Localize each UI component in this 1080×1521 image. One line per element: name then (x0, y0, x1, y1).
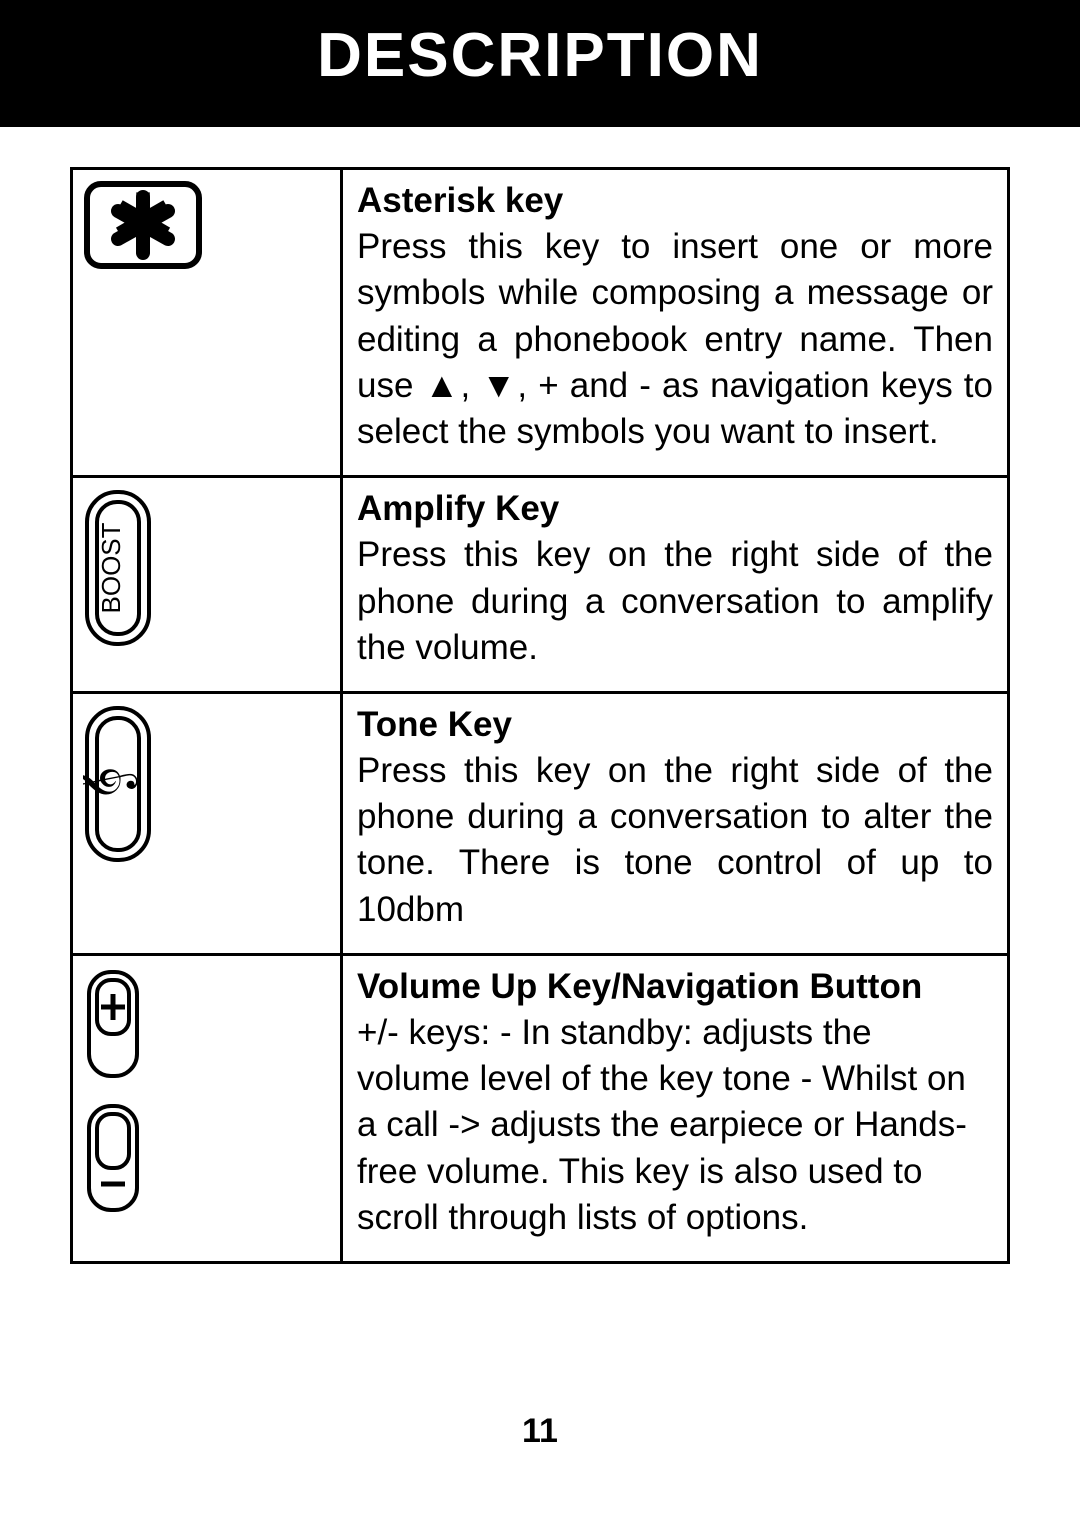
key-description-table: ✱ Asterisk key Press this key to insert … (70, 167, 1010, 1264)
row-body: +/- keys: - In standby: adjusts the volu… (357, 1010, 993, 1241)
desc-cell-tone: Tone Key Press this key on the right sid… (342, 692, 1009, 954)
header-bar: DESCRIPTION (0, 0, 1080, 127)
svg-text:𝄞: 𝄞 (83, 766, 137, 801)
row-body: Press this key on the right side of the … (357, 748, 993, 933)
desc-cell-volume: Volume Up Key/Navigation Button +/- keys… (342, 954, 1009, 1262)
row-title: Volume Up Key/Navigation Button (357, 964, 993, 1010)
volume-keys-icon (83, 966, 143, 1226)
svg-text:BOOST: BOOST (96, 523, 126, 614)
row-title: Amplify Key (357, 486, 993, 532)
key-description-table-wrap: ✱ Asterisk key Press this key to insert … (0, 127, 1080, 1264)
row-title: Asterisk key (357, 178, 993, 224)
row-title: Tone Key (357, 702, 993, 748)
icon-cell-amplify: BOOST (72, 477, 342, 693)
icon-cell-volume (72, 954, 342, 1262)
page-root: DESCRIPTION (0, 0, 1080, 1521)
asterisk-key-icon: ✱ (83, 180, 203, 280)
desc-cell-amplify: Amplify Key Press this key on the right … (342, 477, 1009, 693)
tone-key-icon: 𝄞 (83, 704, 153, 864)
row-body: Press this key on the right side of the … (357, 532, 993, 671)
svg-text:✱: ✱ (113, 182, 173, 262)
row-body: Press this key to insert one or more sym… (357, 224, 993, 455)
boost-key-icon: BOOST (83, 488, 153, 648)
icon-cell-asterisk: ✱ (72, 169, 342, 477)
icon-cell-tone: 𝄞 (72, 692, 342, 954)
table-row: ✱ Asterisk key Press this key to insert … (72, 169, 1009, 477)
page-number: 11 (0, 1412, 1080, 1451)
header-title: DESCRIPTION (317, 21, 763, 90)
table-row: 𝄞 Tone Key Press this key on the right s… (72, 692, 1009, 954)
desc-cell-asterisk: Asterisk key Press this key to insert on… (342, 169, 1009, 477)
table-row: Volume Up Key/Navigation Button +/- keys… (72, 954, 1009, 1262)
table-row: BOOST Amplify Key Press this key on the … (72, 477, 1009, 693)
